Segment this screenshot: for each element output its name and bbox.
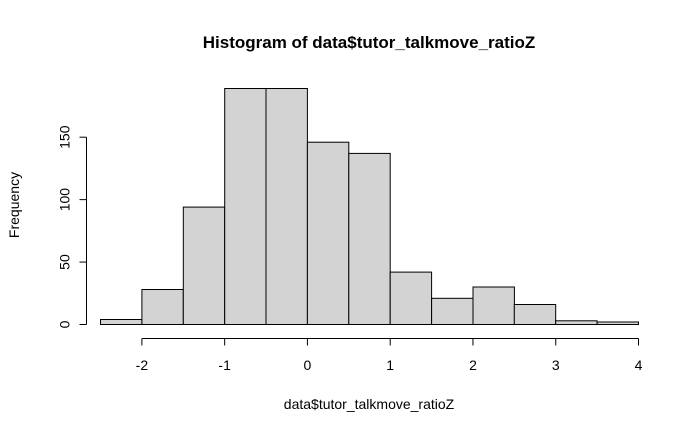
y-tick-label: 50 [57, 254, 73, 270]
x-tick-label: 1 [386, 357, 394, 373]
chart-title: Histogram of data$tutor_talkmove_ratioZ [203, 33, 536, 52]
x-axis-label: data$tutor_talkmove_ratioZ [284, 396, 455, 412]
y-axis-label: Frequency [6, 172, 22, 238]
histogram-bar [431, 297, 474, 325]
histogram-bar [182, 206, 226, 326]
y-tick-label: 100 [57, 188, 73, 212]
histogram-bar [265, 88, 308, 325]
bars-group [100, 88, 639, 326]
x-tick-label: 4 [635, 357, 643, 373]
y-tick-label: 150 [57, 125, 73, 149]
x-tick-label: 3 [552, 357, 560, 373]
y-tick-label: 0 [57, 320, 73, 328]
x-tick-label: -1 [218, 357, 231, 373]
histogram-bar [348, 152, 391, 325]
histogram-bar [141, 289, 184, 325]
histogram-bar [389, 271, 433, 326]
histogram-bar [472, 286, 515, 325]
x-tick-label: 0 [304, 357, 312, 373]
y-axis: 0 50 100 150 [57, 125, 87, 328]
histogram-bar [555, 320, 598, 325]
histogram-bar [513, 304, 557, 325]
histogram-bar [224, 88, 267, 325]
x-axis: -2 -1 0 1 2 3 4 [136, 338, 643, 373]
histogram-bar [306, 141, 350, 325]
x-tick-label: -2 [136, 357, 149, 373]
histogram-bar [100, 319, 143, 325]
histogram-bar [596, 321, 639, 325]
x-tick-label: 2 [469, 357, 477, 373]
